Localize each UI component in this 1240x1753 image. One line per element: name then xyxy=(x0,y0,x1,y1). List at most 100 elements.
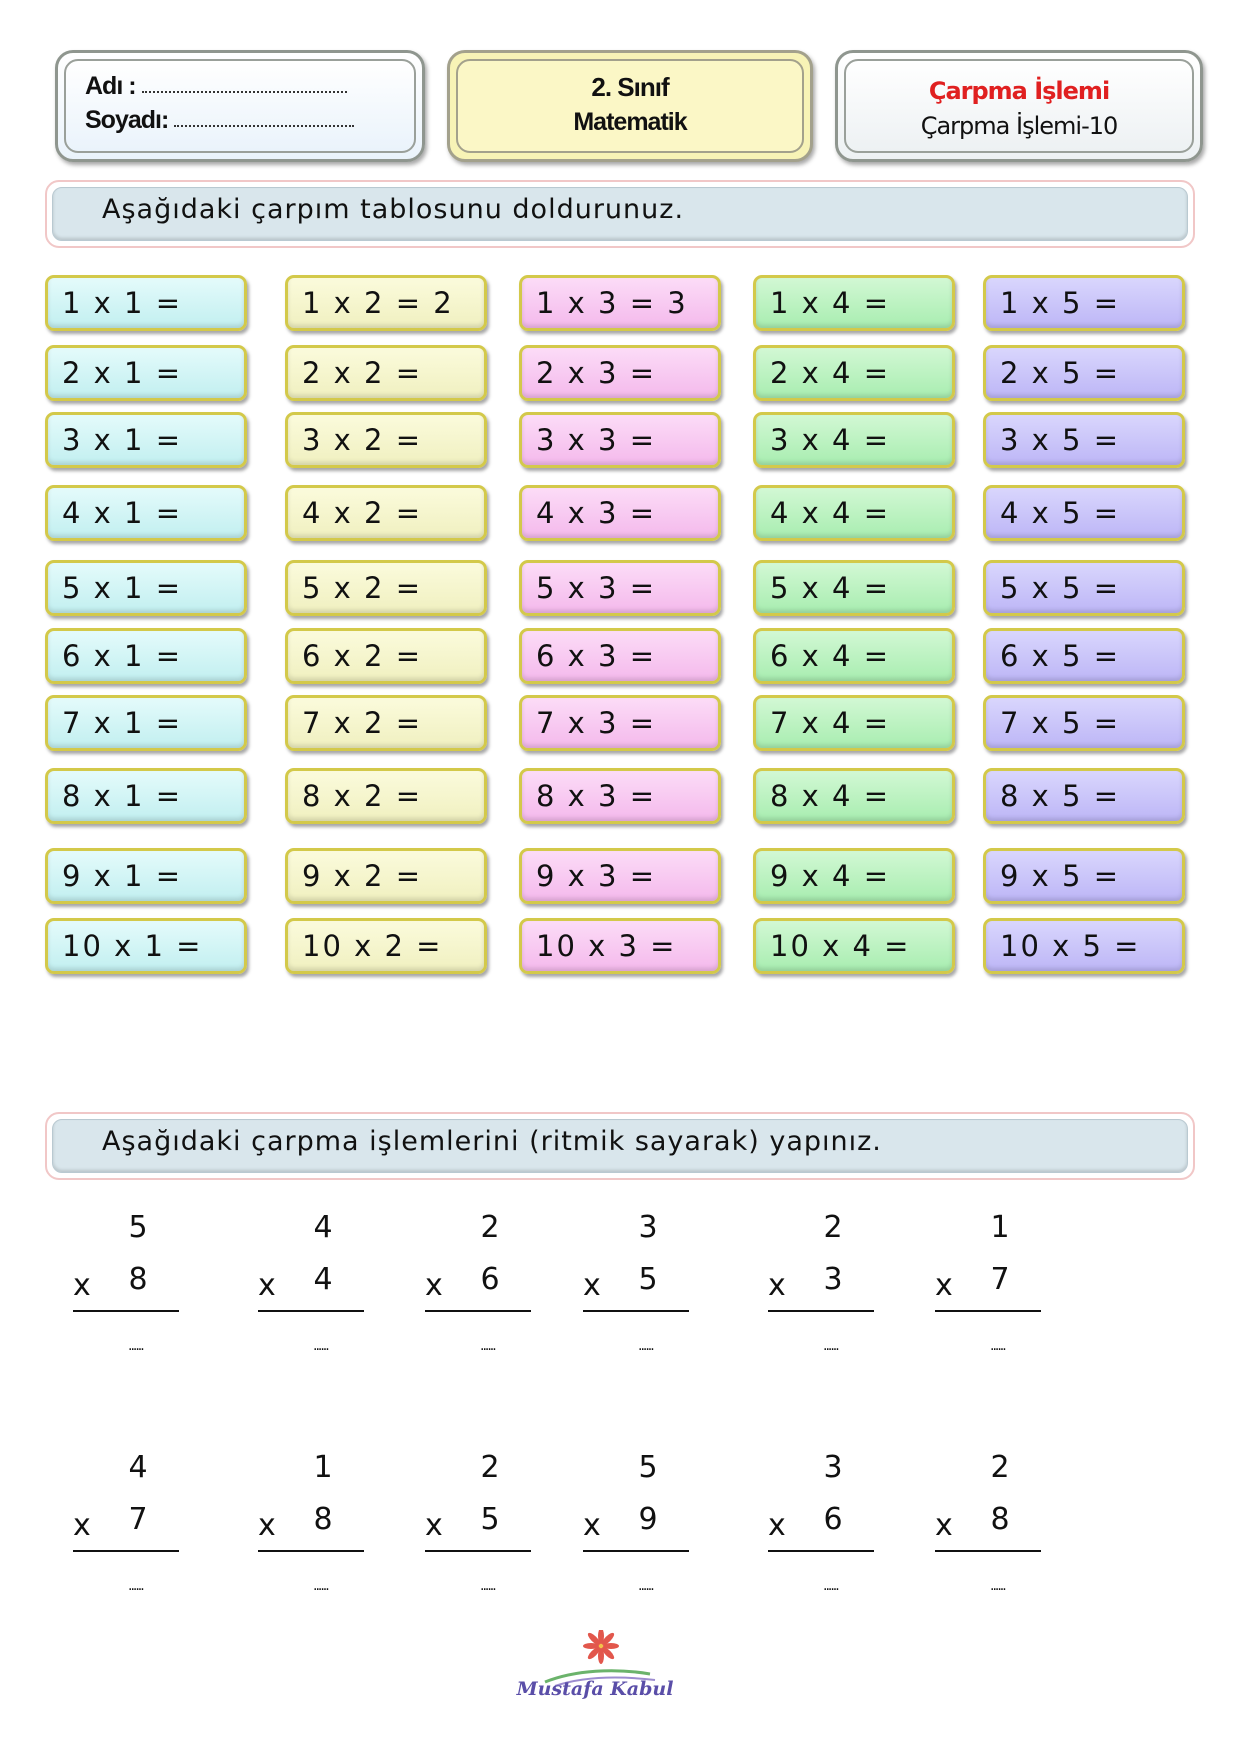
table-cell[interactable]: 8 x 2 = xyxy=(285,768,487,824)
answer-blank[interactable]: ...... xyxy=(313,1338,330,1354)
table-cell[interactable]: 2 x 5 = xyxy=(983,345,1185,401)
table-cell[interactable]: 9 x 2 = xyxy=(285,848,487,904)
table-cell[interactable]: 6 x 5 = xyxy=(983,628,1185,684)
answer-blank[interactable]: ...... xyxy=(128,1578,145,1594)
table-cell[interactable]: 3 x 4 = xyxy=(753,412,955,468)
table-cell[interactable]: 1 x 1 = xyxy=(45,275,247,331)
multiplication-problem: 4 x 7...... xyxy=(73,1450,183,1620)
table-cell[interactable]: 6 x 3 = xyxy=(519,628,721,684)
answer-blank[interactable]: ...... xyxy=(823,1338,840,1354)
name-field[interactable] xyxy=(141,81,347,94)
table-cell[interactable]: 5 x 1 = xyxy=(45,560,247,616)
subject-label: Matematik xyxy=(573,108,687,136)
table-cell[interactable]: 10 x 2 = xyxy=(285,918,487,974)
table-cell[interactable]: 5 x 4 = xyxy=(753,560,955,616)
multiplication-problem: 5 x 8...... xyxy=(73,1210,183,1380)
answer-blank[interactable]: ...... xyxy=(638,1338,655,1354)
table-cell[interactable]: 10 x 5 = xyxy=(983,918,1185,974)
multiplication-problem: 3 x 5...... xyxy=(583,1210,693,1380)
table-cell[interactable]: 6 x 4 = xyxy=(753,628,955,684)
table-cell[interactable]: 7 x 3 = xyxy=(519,695,721,751)
multiplication-problem: 3 x 6...... xyxy=(768,1450,878,1620)
result-line xyxy=(768,1310,874,1312)
table-cell[interactable]: 4 x 5 = xyxy=(983,485,1185,541)
name-label: Adı : xyxy=(85,72,137,100)
multiplicand: 2 xyxy=(823,1210,843,1245)
table-cell[interactable]: 7 x 2 = xyxy=(285,695,487,751)
table-cell[interactable]: 9 x 5 = xyxy=(983,848,1185,904)
table-cell[interactable]: 5 x 3 = xyxy=(519,560,721,616)
answer-blank[interactable]: ...... xyxy=(823,1578,840,1594)
flower-logo-icon xyxy=(544,1628,656,1687)
times-sign: x xyxy=(73,1508,91,1543)
answer-blank[interactable]: ...... xyxy=(313,1578,330,1594)
table-cell[interactable]: 4 x 4 = xyxy=(753,485,955,541)
answer-blank[interactable]: ...... xyxy=(480,1578,497,1594)
multiplicand: 2 xyxy=(480,1210,500,1245)
answer-blank[interactable]: ...... xyxy=(480,1338,497,1354)
table-cell[interactable]: 3 x 3 = xyxy=(519,412,721,468)
table-cell[interactable]: 7 x 4 = xyxy=(753,695,955,751)
table-cell[interactable]: 2 x 3 = xyxy=(519,345,721,401)
table-cell[interactable]: 7 x 1 = xyxy=(45,695,247,751)
table-cell[interactable]: 6 x 1 = xyxy=(45,628,247,684)
table-cell[interactable]: 9 x 4 = xyxy=(753,848,955,904)
table-cell[interactable]: 5 x 5 = xyxy=(983,560,1185,616)
result-line xyxy=(583,1310,689,1312)
table-cell[interactable]: 4 x 2 = xyxy=(285,485,487,541)
table-cell[interactable]: 4 x 1 = xyxy=(45,485,247,541)
table-cell[interactable]: 1 x 3 = 3 xyxy=(519,275,721,331)
times-sign: x xyxy=(583,1508,601,1543)
table-cell[interactable]: 10 x 4 = xyxy=(753,918,955,974)
multiplier: 7 xyxy=(128,1502,148,1537)
author-logo: Mustafa Kabul xyxy=(515,1628,675,1710)
answer-blank[interactable]: ...... xyxy=(128,1338,145,1354)
answer-blank[interactable]: ...... xyxy=(990,1338,1007,1354)
table-cell[interactable]: 9 x 1 = xyxy=(45,848,247,904)
table-cell[interactable]: 8 x 3 = xyxy=(519,768,721,824)
table-cell[interactable]: 9 x 3 = xyxy=(519,848,721,904)
name-line[interactable]: Adı : xyxy=(85,72,347,101)
times-sign: x xyxy=(425,1508,443,1543)
table-cell[interactable]: 4 x 3 = xyxy=(519,485,721,541)
table-cell[interactable]: 6 x 2 = xyxy=(285,628,487,684)
times-sign: x xyxy=(583,1268,601,1303)
multiplier: 6 xyxy=(823,1502,843,1537)
multiplication-problem: 1 x 7...... xyxy=(935,1210,1045,1380)
table-cell[interactable]: 10 x 3 = xyxy=(519,918,721,974)
table-cell[interactable]: 2 x 1 = xyxy=(45,345,247,401)
instruction-text-problems: Aşağıdaki çarpma işlemlerini (ritmik say… xyxy=(102,1126,882,1157)
table-cell[interactable]: 1 x 4 = xyxy=(753,275,955,331)
table-cell[interactable]: 1 x 5 = xyxy=(983,275,1185,331)
table-cell[interactable]: 10 x 1 = xyxy=(45,918,247,974)
multiplier: 8 xyxy=(128,1262,148,1297)
table-cell[interactable]: 8 x 1 = xyxy=(45,768,247,824)
table-cell[interactable]: 8 x 4 = xyxy=(753,768,955,824)
multiplicand: 5 xyxy=(638,1450,658,1485)
table-cell[interactable]: 3 x 2 = xyxy=(285,412,487,468)
table-cell[interactable]: 2 x 2 = xyxy=(285,345,487,401)
surname-field[interactable] xyxy=(174,115,355,128)
table-cell[interactable]: 7 x 5 = xyxy=(983,695,1185,751)
table-cell[interactable]: 1 x 2 = 2 xyxy=(285,275,487,331)
topic-plaque: Çarpma İşlemi Çarpma İşlemi-10 xyxy=(835,50,1203,162)
multiplier: 7 xyxy=(990,1262,1010,1297)
answer-blank[interactable]: ...... xyxy=(638,1578,655,1594)
table-cell[interactable]: 3 x 1 = xyxy=(45,412,247,468)
multiplication-problem: 2 x 5...... xyxy=(425,1450,535,1620)
student-info-plaque: Adı : Soyadı: xyxy=(55,50,425,162)
times-sign: x xyxy=(73,1268,91,1303)
surname-line[interactable]: Soyadı: xyxy=(85,106,355,135)
multiplicand: 4 xyxy=(313,1210,333,1245)
times-sign: x xyxy=(935,1508,953,1543)
answer-blank[interactable]: ...... xyxy=(990,1578,1007,1594)
table-cell[interactable]: 2 x 4 = xyxy=(753,345,955,401)
multiplier: 3 xyxy=(823,1262,843,1297)
multiplicand: 1 xyxy=(990,1210,1010,1245)
result-line xyxy=(258,1550,364,1552)
table-cell[interactable]: 5 x 2 = xyxy=(285,560,487,616)
table-cell[interactable]: 8 x 5 = xyxy=(983,768,1185,824)
multiplication-problem: 2 x 6...... xyxy=(425,1210,535,1380)
table-cell[interactable]: 3 x 5 = xyxy=(983,412,1185,468)
result-line xyxy=(935,1310,1041,1312)
